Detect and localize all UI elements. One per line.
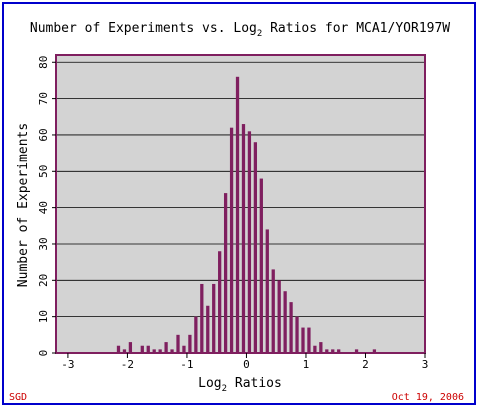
y-tick-label-6: 60 [37, 128, 50, 141]
grid-lines [56, 61, 425, 318]
bar-28 [289, 302, 293, 353]
bar-13 [200, 283, 204, 353]
bar-23 [259, 178, 263, 353]
y-tick-label-2: 20 [37, 274, 50, 287]
bar-0 [116, 345, 121, 353]
histogram-bars [116, 76, 377, 354]
bar-8 [170, 349, 174, 353]
bar-1 [122, 349, 127, 353]
bar-17 [223, 193, 228, 353]
bar-35 [331, 349, 335, 353]
bar-38 [372, 349, 377, 353]
bar-29 [295, 316, 299, 353]
bar-26 [277, 280, 281, 353]
y-axis-label: Number of Experiments [16, 123, 31, 287]
bar-33 [319, 342, 323, 353]
bar-36 [337, 349, 341, 353]
x-tick-label-6: 3 [422, 358, 429, 371]
x-axis-label: Log2 Ratios [198, 376, 282, 394]
x-tick-label-2: -1 [180, 358, 193, 371]
bar-10 [182, 345, 186, 353]
x-axis-ticks: -3 -2 -1 0 1 2 3 [61, 353, 428, 371]
plot-area [56, 55, 425, 353]
x-tick-label-0: -3 [61, 358, 74, 371]
source-label: SGD [9, 392, 27, 403]
y-tick-label-1: 10 [37, 310, 50, 323]
bar-4 [146, 345, 150, 353]
bar-24 [265, 229, 269, 353]
bar-27 [283, 291, 287, 353]
x-tick-label-5: 2 [362, 358, 369, 371]
bar-16 [218, 251, 222, 353]
date-label: Oct 19, 2006 [392, 392, 464, 403]
x-tick-label-3: 0 [243, 358, 250, 371]
bar-32 [313, 345, 317, 353]
bar-9 [176, 334, 180, 353]
x-tick-label-1: -2 [121, 358, 134, 371]
y-tick-label-3: 30 [37, 237, 50, 250]
bar-6 [158, 349, 162, 353]
y-tick-label-7: 70 [37, 92, 50, 105]
y-tick-label-5: 50 [37, 165, 50, 178]
chart-title: Number of Experiments vs. Log2 Ratios fo… [30, 21, 450, 39]
x-tick-label-4: 1 [303, 358, 310, 371]
bar-31 [307, 327, 311, 353]
plot-border [55, 54, 426, 354]
bar-7 [164, 342, 168, 353]
bar-30 [301, 327, 305, 353]
bar-18 [229, 127, 234, 354]
bar-5 [152, 349, 156, 353]
bar-21 [247, 131, 252, 353]
y-axis-ticks: 0 10 20 30 40 50 60 70 80 [37, 56, 56, 357]
bar-37 [354, 349, 359, 353]
bar-15 [212, 283, 216, 353]
bar-11 [188, 334, 192, 353]
y-tick-label-0: 0 [37, 350, 50, 357]
bar-22 [253, 142, 258, 353]
bar-2 [128, 342, 133, 353]
bar-25 [271, 269, 275, 353]
bar-20 [241, 124, 246, 353]
bar-34 [325, 349, 329, 353]
bar-19 [235, 76, 240, 354]
y-tick-label-4: 40 [37, 201, 50, 214]
bar-3 [140, 345, 144, 353]
bar-12 [194, 316, 198, 353]
y-tick-label-8: 80 [37, 56, 50, 69]
bar-14 [206, 305, 210, 353]
